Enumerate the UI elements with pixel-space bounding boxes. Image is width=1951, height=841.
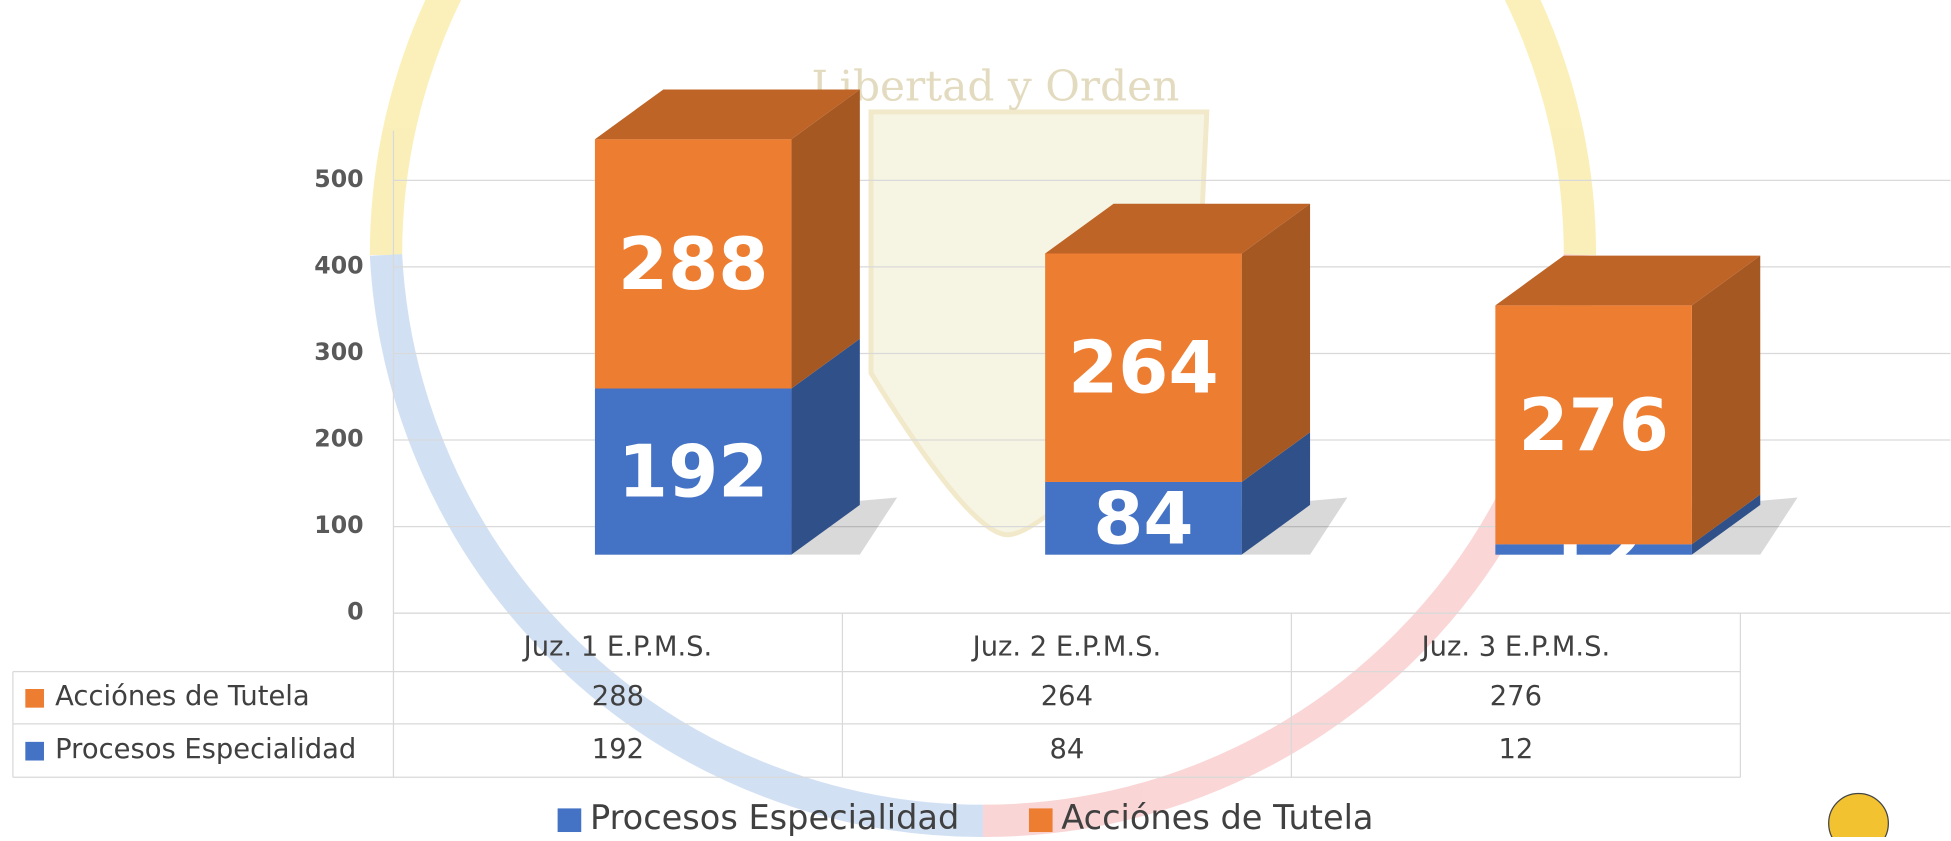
data-label: 192: [618, 431, 769, 515]
x-tick-label: Juz. 1 E.P.M.S.: [522, 631, 713, 662]
bar-side: [1692, 256, 1760, 545]
bar-side: [791, 89, 859, 388]
legend-key: [558, 808, 582, 832]
table-cell: 192: [592, 734, 644, 765]
x-tick-label: Juz. 2 E.P.M.S.: [971, 631, 1162, 662]
legend-label: Procesos Especialidad: [590, 798, 959, 837]
y-tick-label: 400: [314, 251, 363, 279]
data-label: 276: [1518, 384, 1669, 468]
y-tick-label: 500: [314, 165, 363, 193]
y-tick-label: 300: [314, 338, 363, 366]
data-label: 84: [1093, 477, 1193, 561]
table-cell: 288: [592, 681, 644, 712]
table-cell: 84: [1049, 734, 1084, 765]
y-tick-label: 100: [314, 511, 363, 539]
data-label: 288: [618, 223, 769, 307]
legend-key: [1029, 808, 1053, 832]
background-emblem: Libertad y Orden: [386, 0, 1580, 821]
table-legend-key: [25, 689, 44, 708]
page: Libertad y Orden 0 100 200 300 400 500 192 288 8…: [0, 0, 1951, 837]
table-legend-key: [25, 742, 44, 761]
table-cell: 264: [1041, 681, 1093, 712]
y-tick-label: 0: [347, 598, 363, 626]
x-tick-label: Juz. 3 E.P.M.S.: [1420, 631, 1611, 662]
table-row-header: Acciónes de Tutela: [55, 681, 310, 712]
logo: [1829, 793, 1889, 837]
table-cell: 12: [1498, 734, 1533, 765]
data-label: 264: [1068, 327, 1219, 411]
table-cell: 276: [1490, 681, 1542, 712]
legend-label: Acciónes de Tutela: [1061, 798, 1373, 837]
emblem-motto: Libertad y Orden: [811, 62, 1179, 111]
chart: Libertad y Orden 0 100 200 300 400 500 192 288 8…: [0, 0, 1951, 837]
table-row-header: Procesos Especialidad: [55, 734, 356, 765]
y-tick-label: 200: [314, 425, 363, 453]
